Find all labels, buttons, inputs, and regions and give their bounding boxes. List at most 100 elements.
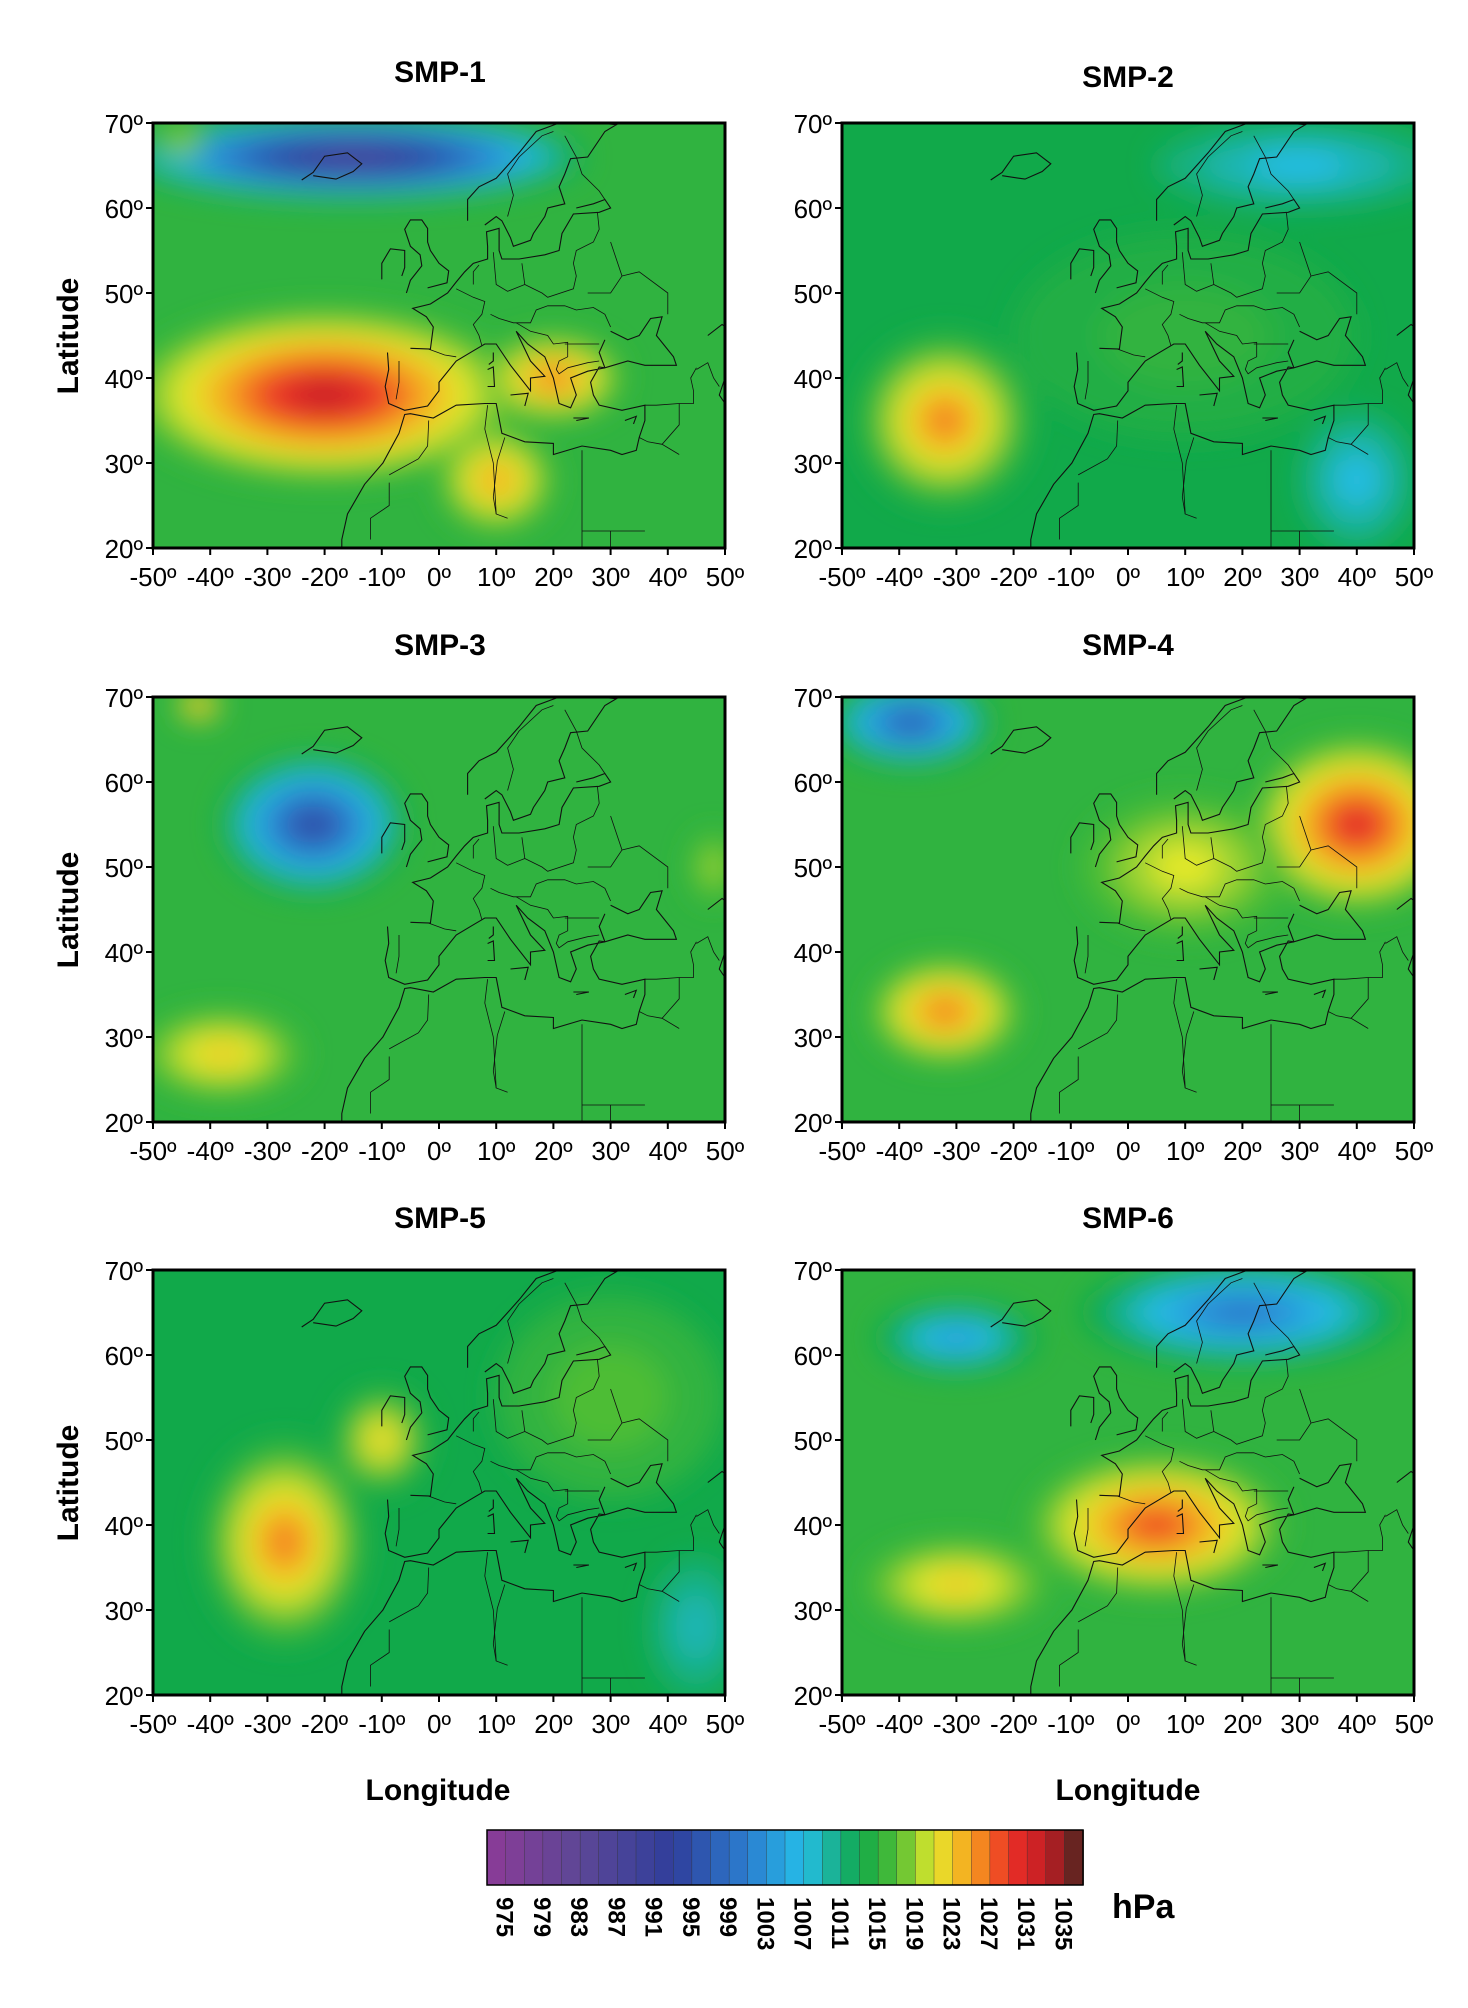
country-border: [1173, 979, 1197, 1093]
colorbar-tick-label: 975: [491, 1897, 518, 1937]
coastline: [624, 1562, 638, 1572]
country-border: [1385, 1509, 1409, 1534]
country-border: [1117, 922, 1146, 932]
coastline: [1030, 330, 1335, 548]
country-border: [1196, 705, 1243, 791]
coastline: [573, 417, 590, 422]
colorbar-band: [524, 1829, 544, 1886]
country-border: [1333, 941, 1386, 980]
country-border: [1310, 271, 1358, 315]
country-border: [1328, 1584, 1369, 1602]
lon-tick-label: -20º: [990, 562, 1038, 592]
country-border: [456, 1435, 486, 1493]
coastline: [1099, 198, 1301, 350]
pressure-center-contour: [170, 131, 194, 149]
coastline: [1099, 772, 1301, 924]
lon-tick-label: 20º: [1223, 1709, 1262, 1739]
country-border: [456, 288, 486, 346]
country-border: [1385, 936, 1409, 961]
pressure-field: [153, 697, 725, 1122]
colorbar-band: [859, 1829, 879, 1886]
coastline: [410, 772, 612, 924]
country-border: [564, 135, 606, 200]
lon-tick-label: 50º: [706, 1709, 745, 1739]
country-border: [661, 403, 680, 445]
coastline: [467, 1270, 619, 1395]
country-border: [1276, 1388, 1312, 1441]
coastline: [381, 822, 406, 854]
lon-tick-label: -40º: [187, 1709, 235, 1739]
colorbar-band: [915, 1829, 935, 1886]
country-border: [1204, 322, 1289, 375]
country-border: [428, 348, 457, 358]
colorbar-band: [952, 1829, 973, 1886]
lon-tick-label: 50º: [1395, 1136, 1434, 1166]
coastline: [301, 726, 363, 755]
lat-tick-label: 50º: [794, 853, 833, 883]
country-border: [621, 271, 669, 315]
country-border: [564, 1282, 606, 1347]
pressure-center-contour: [673, 1593, 720, 1661]
colorbar-tick-label: 999: [714, 1897, 741, 1937]
lon-tick-label: 10º: [477, 1136, 516, 1166]
country-border: [696, 362, 720, 387]
lon-tick-label: 40º: [649, 562, 688, 592]
country-border: [490, 305, 611, 328]
country-border: [472, 1411, 480, 1432]
colorbar-band: [766, 1829, 786, 1886]
coastline: [1093, 793, 1139, 868]
colorbar-band: [1064, 1829, 1084, 1886]
coastline: [1177, 926, 1183, 939]
coastlines: [301, 697, 725, 1122]
coastline: [1313, 989, 1327, 999]
lon-tick-label: 30º: [591, 1136, 630, 1166]
colorbar-tick-label: 1015: [863, 1897, 890, 1950]
country-border: [395, 361, 400, 400]
latitude-ticks: 70º 60º 50º 40º 30º 20º: [105, 683, 153, 1138]
coastline: [598, 316, 678, 369]
lon-tick-label: 0º: [427, 1709, 451, 1739]
country-border: [1181, 437, 1195, 515]
country-border: [1161, 838, 1169, 859]
lon-tick-label: 40º: [1338, 1136, 1377, 1166]
country-border: [1145, 288, 1175, 346]
pressure-center-contour: [932, 408, 958, 433]
country-border: [492, 1584, 506, 1662]
country-border: [1117, 1495, 1146, 1505]
lon-tick-label: -20º: [301, 562, 349, 592]
colorbar-band: [840, 1829, 861, 1886]
coastline: [1177, 352, 1183, 365]
coastline: [1093, 219, 1139, 294]
coastline: [624, 989, 638, 999]
coastline: [341, 904, 646, 1122]
country-border: [507, 1278, 554, 1364]
coastline: [510, 1539, 529, 1554]
country-border: [490, 879, 611, 902]
coastline: [1030, 904, 1335, 1122]
lon-tick-label: 0º: [1116, 562, 1140, 592]
country-border: [389, 420, 430, 476]
country-border: [507, 131, 554, 217]
coastline: [990, 152, 1052, 181]
lon-tick-label: 40º: [1338, 562, 1377, 592]
panel-title: SMP-5: [394, 1202, 486, 1235]
country-border: [1310, 845, 1358, 889]
colorbar: 975 979 983 987 991 995 999 1003 1007 1011 1015 101…: [486, 1829, 1175, 1950]
coastline: [990, 1299, 1052, 1328]
country-border: [1179, 305, 1300, 328]
colorbar-band: [784, 1829, 805, 1886]
lon-tick-label: 40º: [649, 1709, 688, 1739]
lat-tick-label: 20º: [105, 1681, 144, 1711]
country-border: [524, 212, 600, 298]
coastline: [301, 1299, 363, 1328]
coastline: [341, 330, 646, 548]
colorbar-band: [933, 1829, 954, 1886]
country-border: [1084, 935, 1089, 974]
country-border: [1333, 367, 1386, 406]
lat-tick-label: 70º: [105, 109, 144, 139]
lon-tick-label: 50º: [706, 562, 745, 592]
coastline: [1093, 1366, 1139, 1441]
panel-smp-1: SMP-1 70º 60º 50º 40º 30º 20º -50º -40º -30º -20…: [105, 56, 745, 592]
coastline: [341, 1477, 646, 1695]
lat-tick-label: 30º: [794, 1596, 833, 1626]
